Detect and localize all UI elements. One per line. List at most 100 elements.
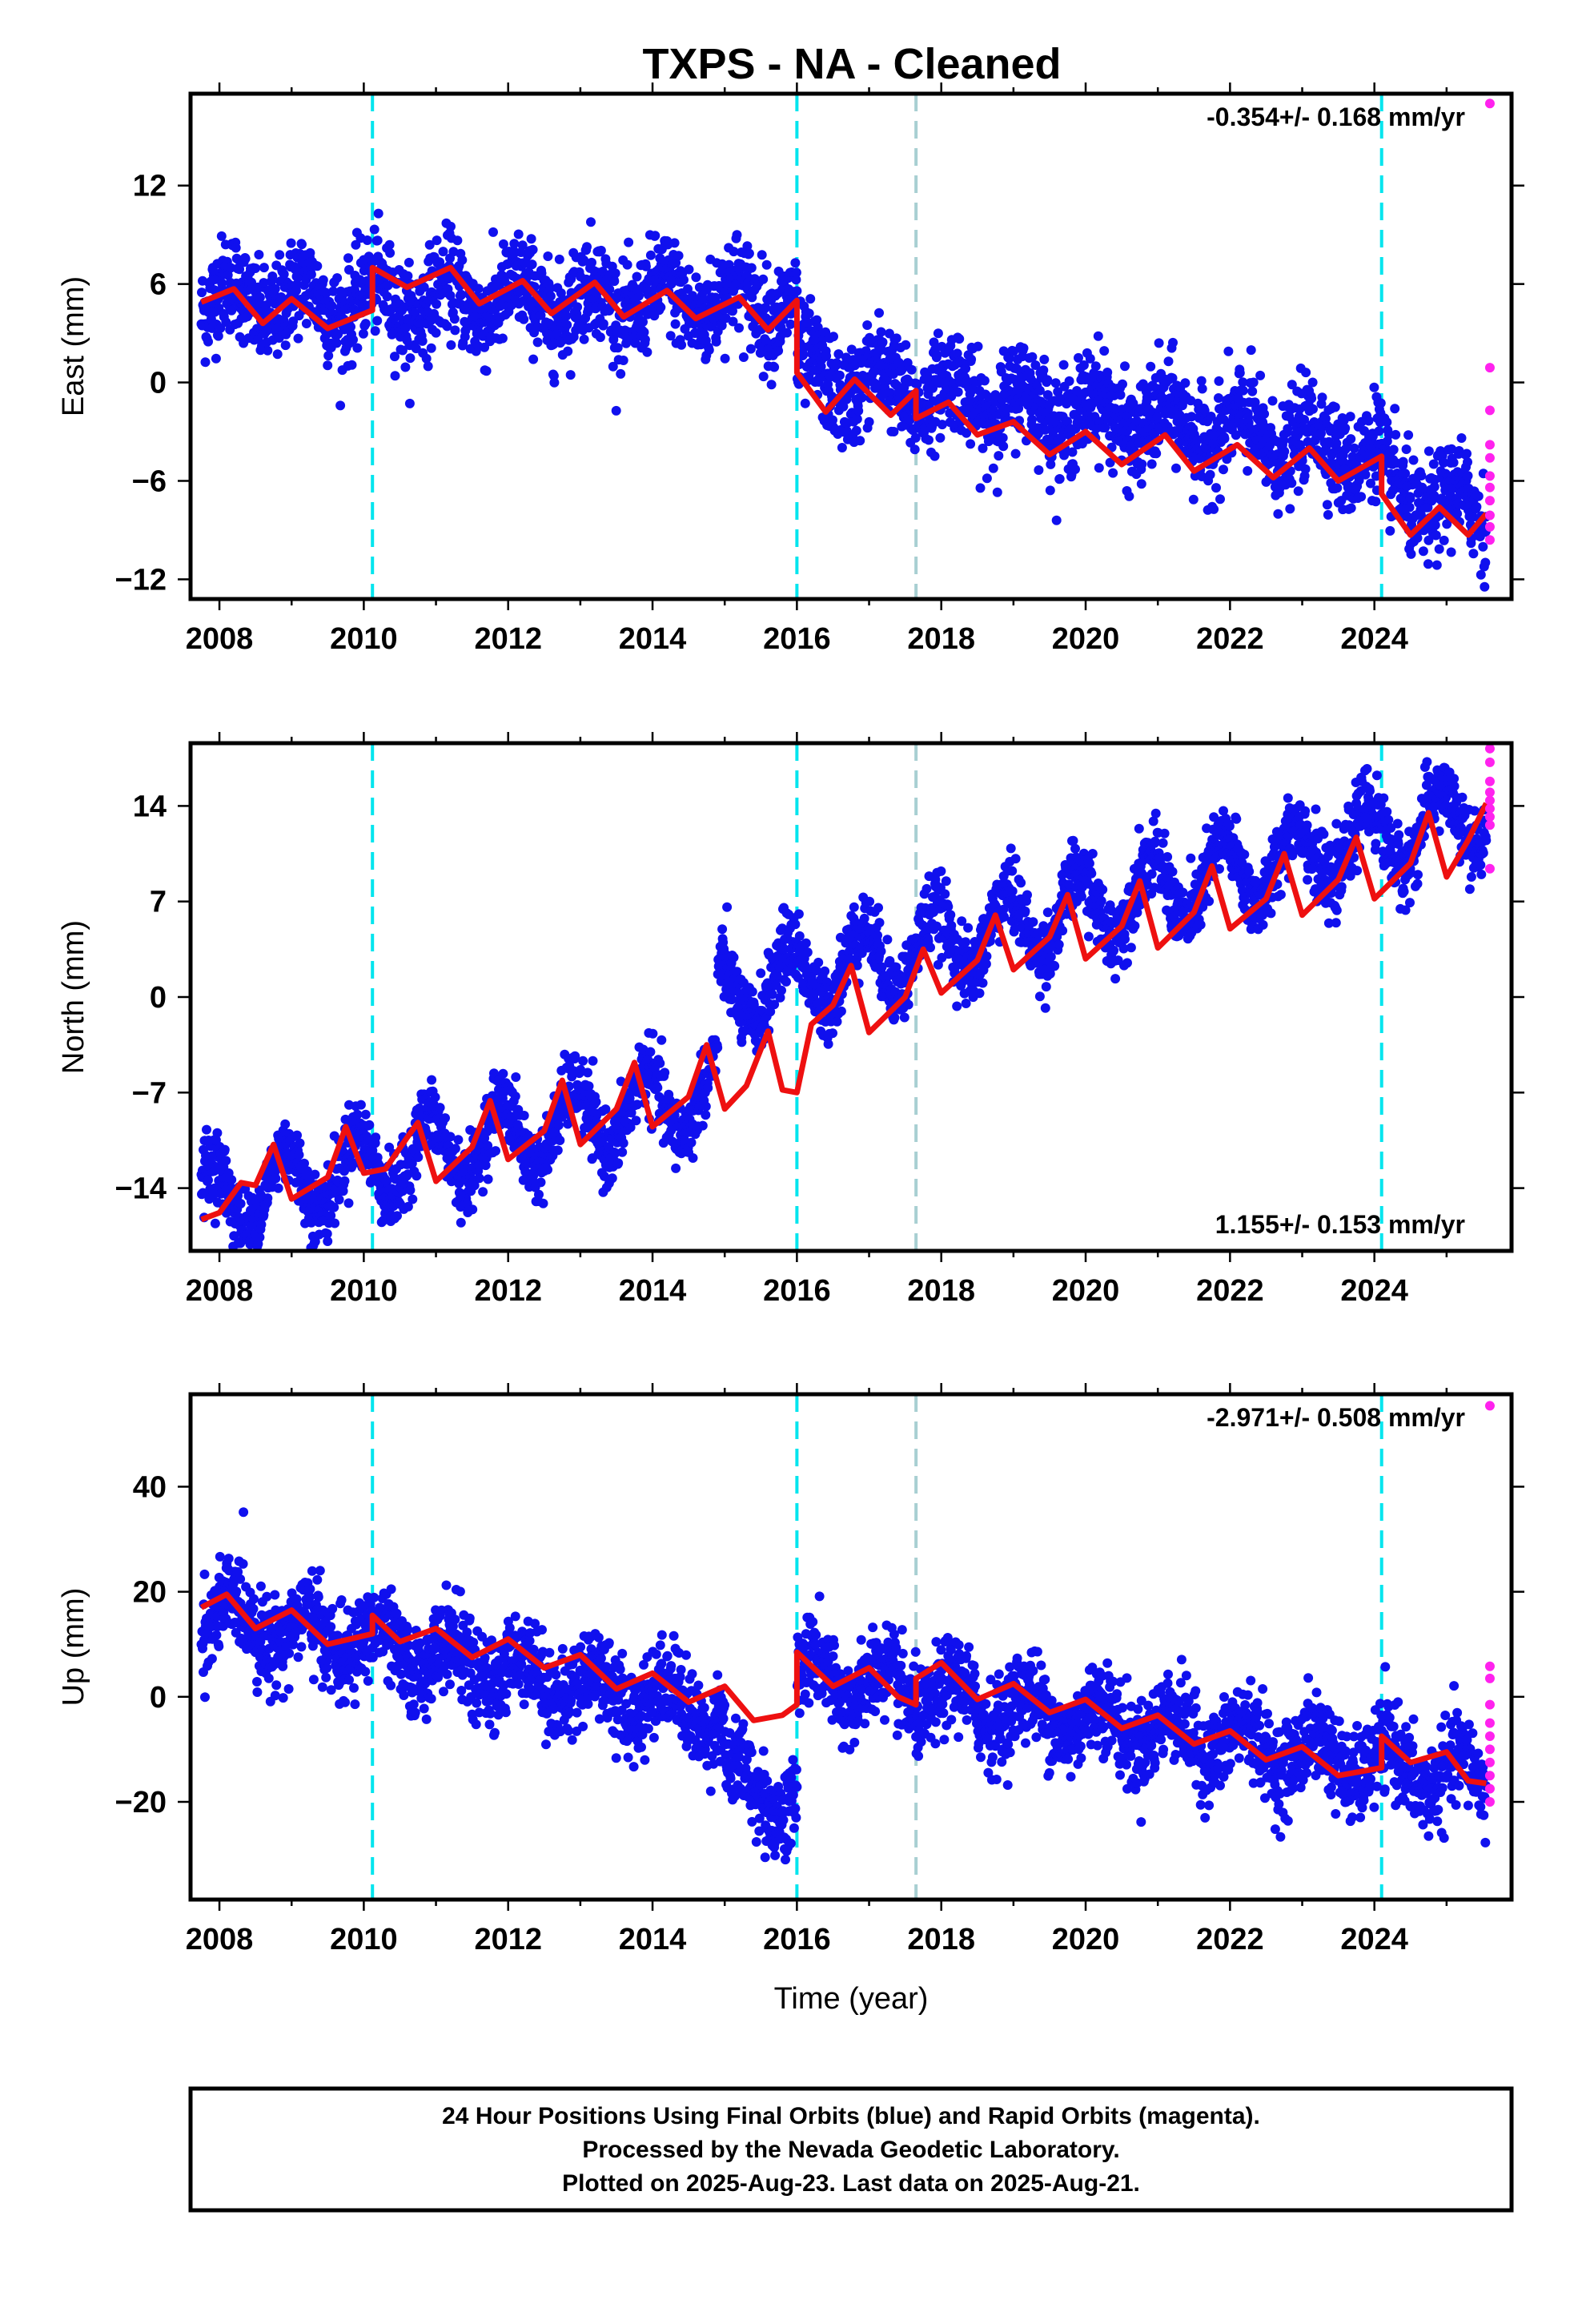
final-orbit-point <box>1180 378 1191 388</box>
final-orbit-point <box>1050 378 1061 388</box>
final-orbit-point <box>889 427 899 436</box>
final-orbit-point <box>671 258 681 268</box>
final-orbit-point <box>519 314 529 324</box>
final-orbit-point <box>1205 469 1215 480</box>
final-orbit-point <box>210 1218 220 1228</box>
final-orbit-point <box>1248 377 1259 388</box>
final-orbit-point <box>239 1253 249 1263</box>
final-orbit-point <box>717 320 727 331</box>
final-orbit-point <box>1346 434 1356 444</box>
final-orbit-point <box>404 257 414 267</box>
final-orbit-point <box>747 987 757 997</box>
final-orbit-point <box>385 247 396 258</box>
final-orbit-point <box>966 439 976 449</box>
final-orbit-point <box>480 1160 491 1171</box>
final-orbit-point <box>1434 544 1444 554</box>
final-orbit-point <box>1431 560 1442 570</box>
final-orbit-point <box>617 1147 628 1157</box>
final-orbit-point <box>1154 338 1164 348</box>
final-orbit-point <box>1151 448 1162 459</box>
final-orbit-point <box>197 287 207 298</box>
final-orbit-point <box>792 286 802 296</box>
final-orbit-point <box>849 902 859 912</box>
final-orbit-point <box>343 253 353 263</box>
final-orbit-point <box>820 966 830 976</box>
final-orbit-point <box>1105 457 1115 468</box>
final-orbit-point <box>1042 375 1053 385</box>
final-orbit-point <box>1196 376 1207 386</box>
final-orbit-point <box>683 283 693 294</box>
final-orbit-point <box>517 240 528 251</box>
final-orbit-point <box>877 337 888 348</box>
final-orbit-point <box>832 1016 842 1027</box>
final-orbit-point <box>802 947 813 958</box>
final-orbit-point <box>1246 345 1256 356</box>
final-orbit-point <box>650 231 661 241</box>
final-orbit-point <box>263 345 273 356</box>
final-orbit-point <box>704 345 714 356</box>
final-orbit-point <box>645 1047 656 1057</box>
final-orbit-point <box>310 1236 320 1247</box>
final-orbit-point <box>1055 393 1066 404</box>
x-tick-label: 2016 <box>763 622 831 656</box>
final-orbit-point <box>513 229 524 239</box>
final-orbit-point <box>323 1236 333 1246</box>
final-orbit-point <box>456 290 467 300</box>
final-orbit-point <box>1354 475 1364 485</box>
final-orbit-point <box>254 250 264 259</box>
final-orbit-point <box>982 473 992 484</box>
final-orbit-point <box>219 1144 230 1155</box>
final-orbit-point <box>610 268 620 279</box>
x-tick-label: 2008 <box>186 622 254 656</box>
final-orbit-point <box>481 366 492 376</box>
final-orbit-point <box>442 321 452 332</box>
final-orbit-point <box>778 944 789 955</box>
final-orbit-point <box>578 1055 588 1066</box>
final-orbit-point <box>1429 481 1439 492</box>
final-orbit-point <box>332 273 343 283</box>
final-orbit-point <box>632 271 642 282</box>
final-orbit-point <box>722 902 733 912</box>
final-orbit-point <box>292 279 302 290</box>
final-orbit-point <box>618 356 628 365</box>
final-orbit-point <box>1034 385 1045 396</box>
final-orbit-point <box>1374 426 1384 436</box>
final-orbit-point <box>1456 433 1467 443</box>
final-orbit-point <box>1137 459 1147 469</box>
final-orbit-point <box>1401 444 1411 454</box>
final-orbit-point <box>765 1007 776 1017</box>
final-orbit-point <box>273 1183 283 1193</box>
final-orbit-point <box>216 231 227 241</box>
final-orbit-point <box>384 239 395 250</box>
final-orbit-point <box>588 1055 598 1066</box>
final-orbit-point <box>994 451 1004 461</box>
final-orbit-point <box>202 1124 211 1135</box>
final-orbit-point <box>347 360 357 370</box>
final-orbit-point <box>497 333 508 344</box>
final-orbit-point <box>812 315 822 325</box>
final-orbit-point <box>280 340 291 351</box>
final-orbit-point <box>1255 370 1266 380</box>
final-orbit-point <box>1167 373 1178 384</box>
final-orbit-point <box>1163 356 1174 367</box>
final-orbit-point <box>1383 429 1394 440</box>
final-orbit-point <box>510 1092 520 1101</box>
final-orbit-point <box>1067 447 1078 457</box>
final-orbit-point <box>498 239 508 249</box>
final-orbit-point <box>227 305 237 316</box>
final-orbit-point <box>1188 494 1199 505</box>
final-orbit-point <box>491 1146 500 1156</box>
final-orbit-point <box>1010 448 1021 459</box>
final-orbit-point <box>782 328 792 338</box>
final-orbit-point <box>430 1092 440 1103</box>
x-tick-label: 2020 <box>1052 622 1120 656</box>
final-orbit-point <box>235 264 245 275</box>
final-orbit-point <box>686 1137 697 1148</box>
final-orbit-point <box>382 292 392 302</box>
final-orbit-point <box>1478 541 1488 552</box>
final-orbit-point <box>834 370 845 380</box>
final-orbit-point <box>874 308 884 318</box>
final-orbit-point <box>853 406 864 416</box>
final-orbit-point <box>334 1195 344 1204</box>
final-orbit-point <box>1403 430 1414 440</box>
